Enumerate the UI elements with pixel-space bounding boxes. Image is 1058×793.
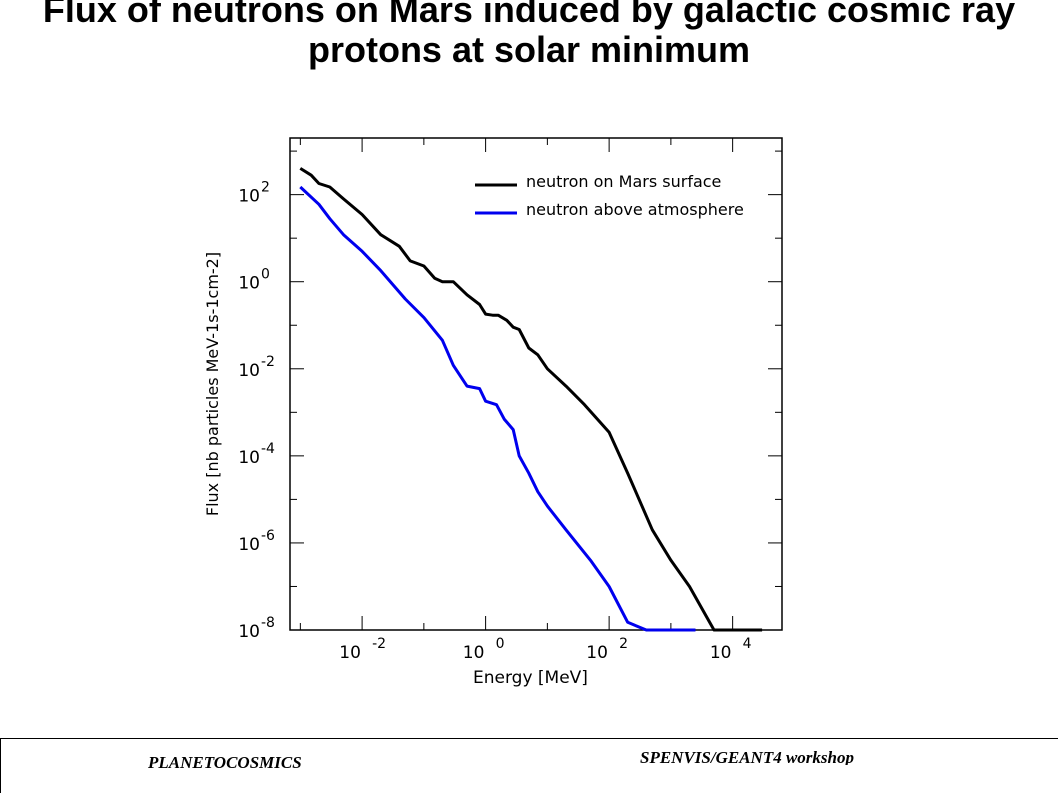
y-tick-exponent: -8: [261, 615, 275, 631]
y-tick-exponent: 0: [261, 267, 270, 283]
footer: [0, 738, 1058, 793]
series-line-above-atmosphere: [299, 185, 696, 632]
y-tick-exponent: -4: [261, 441, 275, 457]
x-axis-label: Energy [MeV]: [473, 668, 588, 688]
x-tick-exponent: 2: [619, 636, 628, 652]
plot-frame: [289, 137, 783, 631]
y-tick-label: 10: [238, 274, 260, 294]
ticks-layer: 10 -2 10 0 10 2 10 410 -810 -610 -410 -210 010 2: [238, 138, 782, 663]
x-axis-label-text: Energy [MeV]: [473, 668, 588, 688]
y-tick-exponent: -2: [261, 354, 275, 370]
y-tick-exponent: 2: [261, 180, 270, 196]
y-tick-label: 10: [238, 187, 260, 207]
y-tick-label: 10: [238, 535, 260, 555]
y-axis-label: Flux [nb particles MeV-1s-1cm-2]: [203, 252, 222, 516]
footer-left-text: PLANETOCOSMICS: [148, 753, 302, 769]
x-tick-exponent: 4: [743, 636, 752, 652]
x-tick-exponent: 0: [496, 636, 505, 652]
slide-title: Flux of neutrons on Mars induced by gala…: [42, 0, 1016, 70]
footer-right-text: SPENVIS/GEANT4 workshop: [640, 748, 854, 765]
series-layer: [299, 167, 763, 632]
x-tick-label: 10: [710, 643, 732, 663]
legend-label: neutron above atmosphere: [526, 200, 744, 219]
series-line-mars-surface: [299, 167, 763, 632]
footer-divider: [0, 738, 1, 793]
x-tick-label: 10: [339, 643, 361, 663]
legend-label: neutron on Mars surface: [526, 172, 721, 191]
y-tick-label: 10: [238, 448, 260, 468]
x-tick-label: 10: [463, 643, 485, 663]
legend: neutron on Mars surface neutron above atm…: [475, 172, 744, 219]
y-tick-label: 10: [238, 622, 260, 642]
y-tick-label: 10: [238, 361, 260, 381]
y-tick-exponent: -6: [261, 528, 275, 544]
y-axis-label-text: Flux [nb particles MeV-1s-1cm-2]: [203, 252, 222, 516]
x-tick-label: 10: [586, 643, 608, 663]
x-tick-exponent: -2: [372, 636, 386, 652]
